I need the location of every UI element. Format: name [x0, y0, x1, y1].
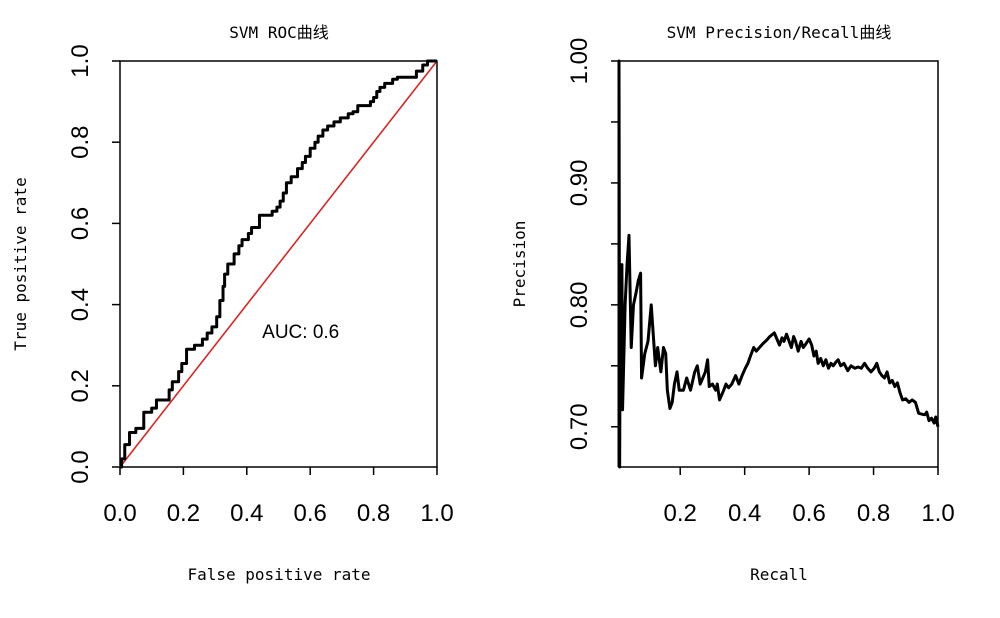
- roc-x-tick-label: 0.0: [103, 500, 136, 527]
- roc-reference-diagonal: [119, 60, 438, 468]
- roc-x-tick-label: 1.0: [420, 500, 453, 527]
- roc-plot-frame: [119, 60, 438, 468]
- pr-y-tick-label: 0.70: [566, 403, 593, 450]
- roc-y-tick-label: 0.6: [67, 207, 94, 240]
- pr-x-tick-label: 0.4: [728, 500, 761, 527]
- pr-plot-frame: [618, 60, 939, 468]
- roc-y-tick-label: 0.4: [67, 288, 94, 321]
- pr-x-axis-label: Recall: [750, 565, 808, 584]
- pr-x-axis: 0.2 0.4 0.6 0.8 1.0: [664, 467, 955, 527]
- pr-y-tick-label: 0.90: [566, 160, 593, 207]
- roc-y-tick-label: 0.8: [67, 126, 94, 159]
- roc-y-tick-label: 0.0: [67, 450, 94, 483]
- roc-x-tick-label: 0.8: [357, 500, 390, 527]
- pr-y-tick-label: 0.80: [566, 281, 593, 328]
- roc-y-tick-label: 0.2: [67, 369, 94, 402]
- roc-y-axis-label: True positive rate: [11, 177, 30, 350]
- roc-y-tick-label: 1.0: [67, 44, 94, 77]
- pr-y-tick-label: 1.00: [566, 38, 593, 85]
- pr-x-tick-label: 0.2: [664, 500, 697, 527]
- roc-chart-panel: SVM ROC曲线 0.0 0.2 0.4 0.6 0.8 1.0 0.00.20.40.…: [11, 23, 454, 584]
- pr-y-axis-label: Precision: [510, 221, 529, 308]
- roc-curve-line: [120, 59, 437, 469]
- roc-x-tick-label: 0.6: [294, 500, 327, 527]
- roc-y-axis: 0.0 0.2 0.4 0.6 0.8 1.0: [67, 44, 120, 484]
- pr-x-tick-label: 1.0: [921, 500, 954, 527]
- roc-x-tick-label: 0.4: [230, 500, 263, 527]
- pr-chart-panel: SVM Precision/Recall曲线 0.2 0.4 0.6 0.8 1.0 0…: [510, 23, 955, 584]
- auc-annotation: AUC: 0.6: [262, 322, 339, 343]
- roc-x-axis-label: False positive rate: [187, 565, 370, 584]
- roc-chart-title: SVM ROC曲线: [229, 23, 328, 42]
- pr-chart-title: SVM Precision/Recall曲线: [667, 23, 892, 42]
- pr-x-tick-label: 0.6: [792, 500, 825, 527]
- pr-y-axis: 0.70 0.80 0.90 1.00: [566, 38, 619, 450]
- roc-x-tick-label: 0.2: [167, 500, 200, 527]
- pr-curve-line: [617, 59, 940, 469]
- pr-x-tick-label: 0.8: [857, 500, 890, 527]
- roc-x-axis: 0.0 0.2 0.4 0.6 0.8 1.0: [103, 467, 454, 527]
